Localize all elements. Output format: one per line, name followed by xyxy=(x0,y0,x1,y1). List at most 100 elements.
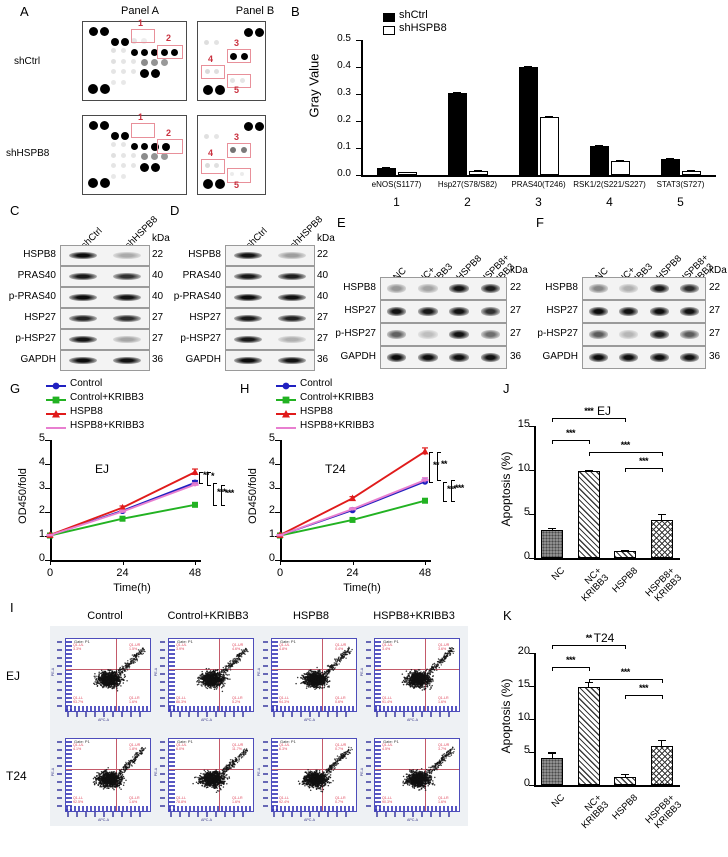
apo-sig-bracket xyxy=(625,695,662,696)
panel-b-ytick-label: 0.3 xyxy=(323,87,351,98)
wb-band xyxy=(589,284,608,293)
flow-ytick xyxy=(160,781,165,783)
line-sig-bracket-cap xyxy=(221,485,225,486)
flow-quadrant-ll-value: 94.3% xyxy=(279,701,289,705)
panel-b-ytick-mark xyxy=(356,67,361,68)
wb-kda-header: kDa xyxy=(510,265,528,276)
flow-quadrant-lr-value: 0.6% xyxy=(335,701,343,705)
flow-row-label: EJ xyxy=(6,669,20,683)
flow-ytick xyxy=(366,797,371,799)
flow-xtick xyxy=(224,812,226,817)
flow-ytick xyxy=(263,789,268,791)
flow-row-label: T24 xyxy=(6,769,27,783)
flow-ytick xyxy=(263,705,268,707)
apo-sig-bracket xyxy=(589,679,662,680)
flow-ytick xyxy=(160,773,165,775)
panel-b-xaxis xyxy=(361,175,716,177)
line-sig-bracket-cap xyxy=(437,452,441,453)
apo-yaxis xyxy=(534,653,536,785)
flow-xtick xyxy=(376,712,378,717)
wb-band xyxy=(234,252,261,260)
flow-ytick xyxy=(57,773,62,775)
flow-xtick xyxy=(403,812,405,817)
flow-xtick xyxy=(76,812,78,817)
wb-band xyxy=(113,357,140,365)
panel-a-row-label-shctrl: shCtrl xyxy=(14,56,40,67)
flow-xtick xyxy=(103,812,105,817)
panel-b-ytick-label: 0.5 xyxy=(323,33,351,44)
flow-xtick xyxy=(76,712,78,717)
panel-b-errorbar-cap xyxy=(453,92,461,93)
wb-band xyxy=(113,252,140,260)
flow-quadrant-ul-value: 4.1% xyxy=(73,748,81,752)
line-sig-bracket xyxy=(451,480,452,501)
apo-errorbar-cap xyxy=(621,550,629,551)
flow-xtick xyxy=(336,712,338,717)
flow-xtick xyxy=(139,812,141,817)
apo-errorbar-cap xyxy=(658,740,666,741)
wb-band xyxy=(113,294,140,302)
flow-xtick xyxy=(112,812,114,817)
line-sig-label: *** xyxy=(455,483,464,493)
wb-protein-label: PRAS40 xyxy=(0,270,56,281)
wb-lane-box xyxy=(60,329,150,350)
wb-lane-box xyxy=(225,245,315,266)
flow-xtick xyxy=(130,812,132,817)
flow-quadrant-ll-value: 92.4% xyxy=(279,801,289,805)
apo-sig-bracket-cap xyxy=(625,695,626,699)
flow-xaxis-label: APC-A xyxy=(407,718,418,722)
flow-ytick xyxy=(160,689,165,691)
wb-protein-label: p-HSP27 xyxy=(530,328,578,339)
wb-protein-label: HSP27 xyxy=(160,312,221,323)
flow-xtick xyxy=(242,812,244,817)
wb-band xyxy=(387,307,406,316)
flow-xtick xyxy=(421,812,423,817)
flow-quadrant-ll-value: 78.8% xyxy=(176,801,186,805)
flow-xtick xyxy=(318,712,320,717)
flow-ytick xyxy=(263,673,268,675)
wb-lane-box xyxy=(582,277,706,300)
wb-protein-label: HSP27 xyxy=(0,312,56,323)
apo-ytick-label: 0 xyxy=(504,777,530,789)
wb-band xyxy=(234,315,261,323)
apo-sig-label: *** xyxy=(557,655,585,665)
flow-quadrant-ur-value: 1.5% xyxy=(129,648,137,652)
flow-xtick xyxy=(273,712,275,717)
flow-xtick xyxy=(130,712,132,717)
flow-ytick xyxy=(263,805,268,807)
flow-xtick xyxy=(94,812,96,817)
panel-b-bar xyxy=(661,159,680,175)
flow-ytick xyxy=(160,805,165,807)
flow-ytick xyxy=(263,681,268,683)
flow-quadrant-ll-value: 91.4% xyxy=(382,701,392,705)
flow-ytick xyxy=(366,689,371,691)
apo-sig-bracket xyxy=(589,452,662,453)
wb-lane-box xyxy=(380,277,507,300)
flow-xtick xyxy=(291,812,293,817)
panel-b2-marker-4: 4 xyxy=(208,148,213,158)
flow-quadrant-ul-value: 4.8% xyxy=(279,648,287,652)
wb-kda-value: 22 xyxy=(709,282,720,293)
flow-ytick xyxy=(160,789,165,791)
flow-ytick xyxy=(57,697,62,699)
wb-lane-box xyxy=(60,266,150,287)
flow-ytick xyxy=(57,749,62,751)
flow-ytick xyxy=(160,649,165,651)
apo-sig-bracket-cap xyxy=(662,452,663,456)
panel-b-marker-4: 4 xyxy=(208,54,213,64)
flow-xtick xyxy=(224,712,226,717)
flow-ytick xyxy=(366,781,371,783)
panel-b-yaxis xyxy=(361,40,363,175)
apo-errorbar-cap xyxy=(548,752,556,753)
flow-xtick xyxy=(67,712,69,717)
line-sig-label: * xyxy=(211,471,214,481)
flow-ytick xyxy=(160,797,165,799)
flow-quadrant-lr-value: 1.6% xyxy=(232,801,240,805)
flow-xtick xyxy=(300,812,302,817)
flow-xtick xyxy=(121,812,123,817)
flow-ytick xyxy=(160,697,165,699)
apo-sig-bracket xyxy=(552,667,589,668)
wb-band xyxy=(589,353,608,362)
panel-b-errorbar-cap xyxy=(403,172,411,173)
